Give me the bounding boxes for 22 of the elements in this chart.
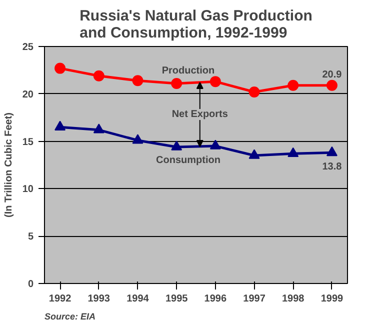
- y-tick-label: 25: [22, 42, 34, 53]
- x-tick-label: 1992: [48, 294, 72, 304]
- x-tick-label: 1998: [282, 294, 305, 304]
- x-tick-label: 1997: [243, 294, 266, 304]
- x-tick-label: 1994: [126, 294, 150, 304]
- y-tick-label: 15: [22, 136, 34, 148]
- x-tick-label: 1996: [204, 294, 227, 304]
- x-tick-label: 1993: [88, 294, 110, 304]
- series-label: Consumption: [156, 154, 220, 166]
- y-tick-label: 0: [28, 279, 34, 290]
- source-note: Source: EIA: [44, 312, 96, 322]
- y-tick-label: 5: [28, 232, 34, 243]
- x-tick-label: 1999: [320, 294, 344, 304]
- x-tick-label: 1995: [165, 294, 188, 304]
- chart-title: Russia's Natural Gas Production and Consumption, 1992-1999: [80, 8, 312, 42]
- data-label: 13.8: [322, 162, 342, 173]
- y-axis-title: (In Trillion Cubic Feet): [3, 112, 14, 218]
- y-tick-label: 20: [22, 89, 34, 100]
- y-tick-label: 10: [22, 184, 34, 196]
- series-label: Production: [162, 65, 215, 76]
- data-label: 20.9: [322, 69, 342, 80]
- annotation: Net Exports: [172, 109, 228, 120]
